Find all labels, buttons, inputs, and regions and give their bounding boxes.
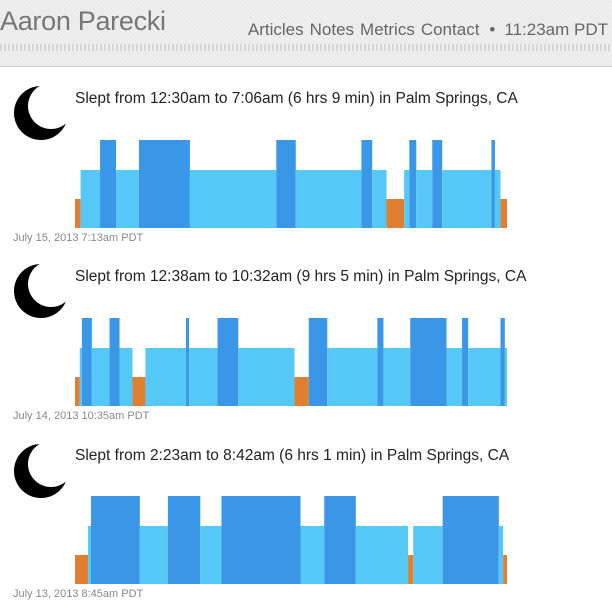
sleep-segment-deep [500, 318, 505, 406]
sleep-segment-deep [100, 140, 117, 228]
entry-date[interactable]: July 14, 2013 10:35am PDT [13, 410, 150, 422]
moon-icon [14, 86, 68, 140]
header-stripe [0, 44, 612, 51]
sleep-segment-light [494, 170, 501, 228]
sleep-segment-light [189, 348, 218, 406]
nav-notes[interactable]: Notes [309, 20, 355, 39]
sleep-segment-deep [491, 140, 495, 228]
entry-title[interactable]: Slept from 12:38am to 10:32am (9 hrs 5 m… [75, 268, 527, 285]
sleep-segment-light [189, 170, 277, 228]
sleep-segment-light [442, 170, 492, 228]
sleep-segment-light [372, 170, 387, 228]
sleep-segment-light [119, 348, 133, 406]
sleep-segment-awake [503, 555, 507, 584]
sleep-segment-deep [217, 318, 239, 406]
sleep-segment-light [238, 348, 295, 406]
sleep-segment-deep [308, 318, 328, 406]
site-header: Aaron Parecki Articles Notes Metrics Con… [0, 0, 612, 67]
sleep-segment-deep [462, 318, 469, 406]
moon-icon [14, 444, 68, 498]
sleep-segment-deep [221, 496, 301, 584]
sleep-segment-deep [409, 140, 417, 228]
sleep-segment-deep [324, 496, 356, 584]
nav-separator: • [489, 20, 496, 39]
sleep-segment-light [416, 170, 433, 228]
entry-date[interactable]: July 15, 2013 7:13am PDT [13, 232, 144, 244]
sleep-segment-light [498, 526, 504, 584]
entry-title[interactable]: Slept from 12:30am to 7:06am (6 hrs 9 mi… [75, 90, 518, 107]
sleep-segment-awake [132, 377, 146, 406]
nav-articles[interactable]: Articles [247, 20, 304, 39]
sleep-chart [75, 496, 507, 584]
entry-title[interactable]: Slept from 2:23am to 8:42am (6 hrs 1 min… [75, 447, 510, 464]
site-name[interactable]: Aaron Parecki [0, 6, 166, 36]
sleep-segment-deep [442, 496, 499, 584]
sleep-segment-light [200, 526, 222, 584]
sleep-segment-deep [377, 318, 384, 406]
sleep-segment-awake [386, 199, 405, 228]
nav-metrics[interactable]: Metrics [360, 20, 415, 39]
sleep-segment-light [87, 526, 91, 584]
sleep-segment-light [355, 526, 409, 584]
sleep-segment-deep [276, 140, 296, 228]
sleep-segment-deep [361, 140, 373, 228]
sleep-segment-light [413, 526, 443, 584]
sleep-segment-light [145, 348, 187, 406]
sleep-segment-light [295, 170, 362, 228]
sleep-segment-light [468, 348, 501, 406]
sleep-chart [75, 318, 507, 406]
sleep-segment-light [327, 348, 378, 406]
sleep-segment-deep [167, 496, 201, 584]
sleep-segment-awake [75, 199, 81, 228]
moon-icon [14, 264, 68, 318]
sleep-segment-deep [90, 496, 140, 584]
sleep-segment-light [383, 348, 411, 406]
sleep-segment-light [446, 348, 463, 406]
sleep-segment-light [91, 348, 110, 406]
sleep-segment-awake [75, 555, 88, 584]
sleep-segment-awake [294, 377, 309, 406]
sleep-segment-light [300, 526, 325, 584]
sleep-segment-deep [186, 318, 190, 406]
sleep-segment-light [79, 348, 82, 406]
sleep-chart [75, 140, 507, 228]
sleep-segment-light [404, 170, 410, 228]
current-time: 11:23am PDT [504, 20, 608, 39]
sleep-segment-awake [500, 199, 507, 228]
sleep-segment-awake [408, 555, 414, 584]
sleep-segment-awake [75, 377, 80, 406]
sleep-segment-light [80, 170, 101, 228]
sleep-segment-light [504, 348, 507, 406]
sleep-segment-deep [138, 140, 190, 228]
sleep-segment-deep [109, 318, 120, 406]
sleep-segment-deep [410, 318, 447, 406]
sleep-segment-light [116, 170, 139, 228]
main-nav: Articles Notes Metrics Contact • 11:23am… [248, 20, 608, 40]
entry-date[interactable]: July 13, 2013 8:45am PDT [13, 588, 144, 600]
sleep-segment-deep [81, 318, 92, 406]
nav-contact[interactable]: Contact [420, 20, 480, 39]
sleep-segment-deep [432, 140, 443, 228]
sleep-segment-light [139, 526, 168, 584]
